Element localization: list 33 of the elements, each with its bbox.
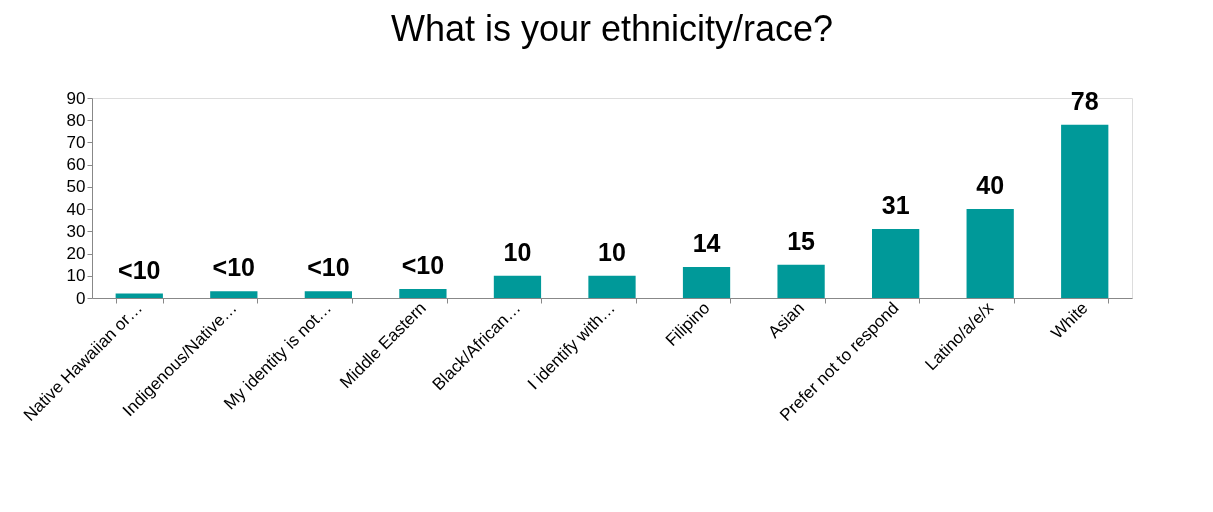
chart-title: What is your ethnicity/race?	[390, 8, 834, 49]
bar	[493, 275, 542, 298]
y-tick-label: 10	[66, 266, 86, 286]
y-tick-label: 50	[66, 177, 86, 197]
bar	[399, 289, 447, 298]
data-label: <10	[307, 253, 350, 282]
bar	[588, 275, 636, 298]
bar	[966, 209, 1014, 298]
data-label: 40	[976, 171, 1005, 200]
data-label: <10	[118, 255, 161, 284]
bar	[304, 291, 352, 298]
bar	[115, 293, 163, 298]
data-label: 31	[881, 191, 910, 220]
bar	[682, 266, 731, 298]
y-tick-label: 30	[66, 221, 86, 241]
data-label: 10	[598, 237, 626, 266]
y-tick-label: 0	[76, 288, 86, 308]
bar	[210, 291, 258, 298]
data-label: 10	[503, 237, 532, 266]
y-tick-label: 60	[66, 155, 86, 175]
y-tick-label: 80	[66, 110, 86, 130]
y-tick-label: 40	[66, 199, 86, 219]
data-label: <10	[212, 253, 256, 282]
data-label: 14	[692, 228, 721, 257]
data-label: <10	[401, 251, 445, 280]
bar	[777, 264, 825, 298]
y-tick-label: 70	[66, 132, 86, 152]
y-tick-label: 20	[66, 244, 86, 264]
bar	[1061, 124, 1109, 298]
bar	[872, 229, 920, 298]
data-label: 78	[1070, 86, 1099, 115]
y-tick-label: 90	[66, 88, 86, 108]
data-label: 15	[787, 226, 816, 255]
